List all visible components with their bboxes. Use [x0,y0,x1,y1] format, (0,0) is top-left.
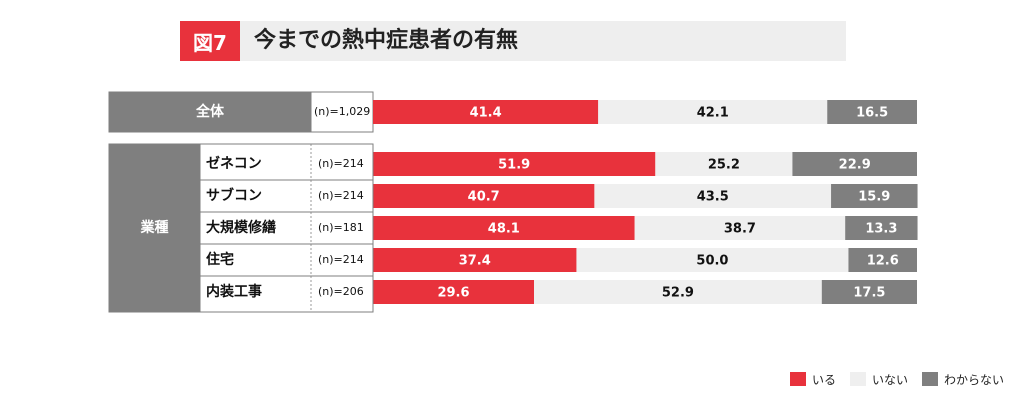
n-label-total: (n)=1,029 [314,105,370,118]
row-label-2: 大規模修繕 [206,219,276,236]
row-1-bar-2 [831,184,918,208]
row-1-data-label-1: 43.5 [697,190,729,205]
legend-item-wakaranai: わからない [921,371,1004,388]
legend-swatch-inai [849,372,866,386]
legend-label-iru: いる [811,372,836,387]
row-1-bar-0 [373,184,595,208]
row-2-bar-0 [373,216,635,240]
row-4-data-label-2: 17.5 [853,286,885,301]
n-label-2: (n)=181 [318,221,364,234]
group-label-bg-industry [109,144,200,312]
legend-swatch-wakaranai [921,372,938,386]
row-label-1: サブコン [206,187,262,204]
group-label-total: 全体 [195,103,225,120]
row-0-data-label-0: 51.9 [498,158,530,173]
legend-label-wakaranai: わからない [943,372,1004,387]
row-3-data-label-0: 37.4 [459,254,491,269]
legend-item-iru: いる [789,371,836,388]
row-2-data-label-1: 38.7 [724,222,756,237]
n-label-0: (n)=214 [318,157,364,170]
total-data-label-2: 16.5 [856,106,888,121]
row-label-4: 内装工事 [206,283,262,300]
total-bar-1 [598,100,828,124]
row-4-data-label-0: 29.6 [437,286,469,301]
row-2-data-label-2: 13.3 [865,222,897,237]
row-0-data-label-1: 25.2 [708,158,740,173]
group-label-industry: 業種 [140,219,169,236]
legend-label-inai: いない [871,372,908,387]
row-1-bar-1 [594,184,832,208]
row-2-data-label-0: 48.1 [488,222,520,237]
row-4-bar-2 [821,280,917,304]
row-0-bar-0 [373,152,656,176]
row-0-data-label-2: 22.9 [839,158,871,173]
n-label-3: (n)=214 [318,253,364,266]
legend-swatch-iru [789,372,806,386]
row-3-data-label-2: 12.6 [867,254,899,269]
row-3-bar-0 [373,248,577,272]
row-3-data-label-1: 50.0 [696,254,728,269]
group-label-bg-total [109,92,311,132]
n-label-1: (n)=214 [318,189,364,202]
legend: いる いない わからない [789,370,1004,388]
row-4-bar-1 [534,280,822,304]
figure-number-badge: 図7 [180,21,240,61]
row-0-bar-2 [792,152,917,176]
chart-title: 今までの熱中症患者の有無 [254,28,519,53]
row-4-bar-0 [373,280,535,304]
total-bar-2 [827,100,917,124]
industry-group-border [108,143,374,313]
row-label-0: ゼネコン [206,155,262,172]
row-3-bar-2 [848,248,917,272]
row-2-bar-2 [845,216,918,240]
industry-label-area [199,143,374,313]
row-1-data-label-2: 15.9 [858,190,890,205]
total-data-label-1: 42.1 [697,106,729,121]
legend-item-inai: いない [849,371,908,388]
row-label-3: 住宅 [206,251,234,268]
row-3-bar-1 [576,248,849,272]
title-bar: 図7 今までの熱中症患者の有無 [180,21,846,61]
total-bar-0 [373,100,599,124]
row-1-data-label-0: 40.7 [468,190,500,205]
row-4-data-label-1: 52.9 [662,286,694,301]
row-2-bar-1 [634,216,846,240]
n-label-4: (n)=206 [318,285,364,298]
total-data-label-0: 41.4 [470,106,502,121]
row-0-bar-1 [655,152,793,176]
n-cell-total [310,91,374,133]
